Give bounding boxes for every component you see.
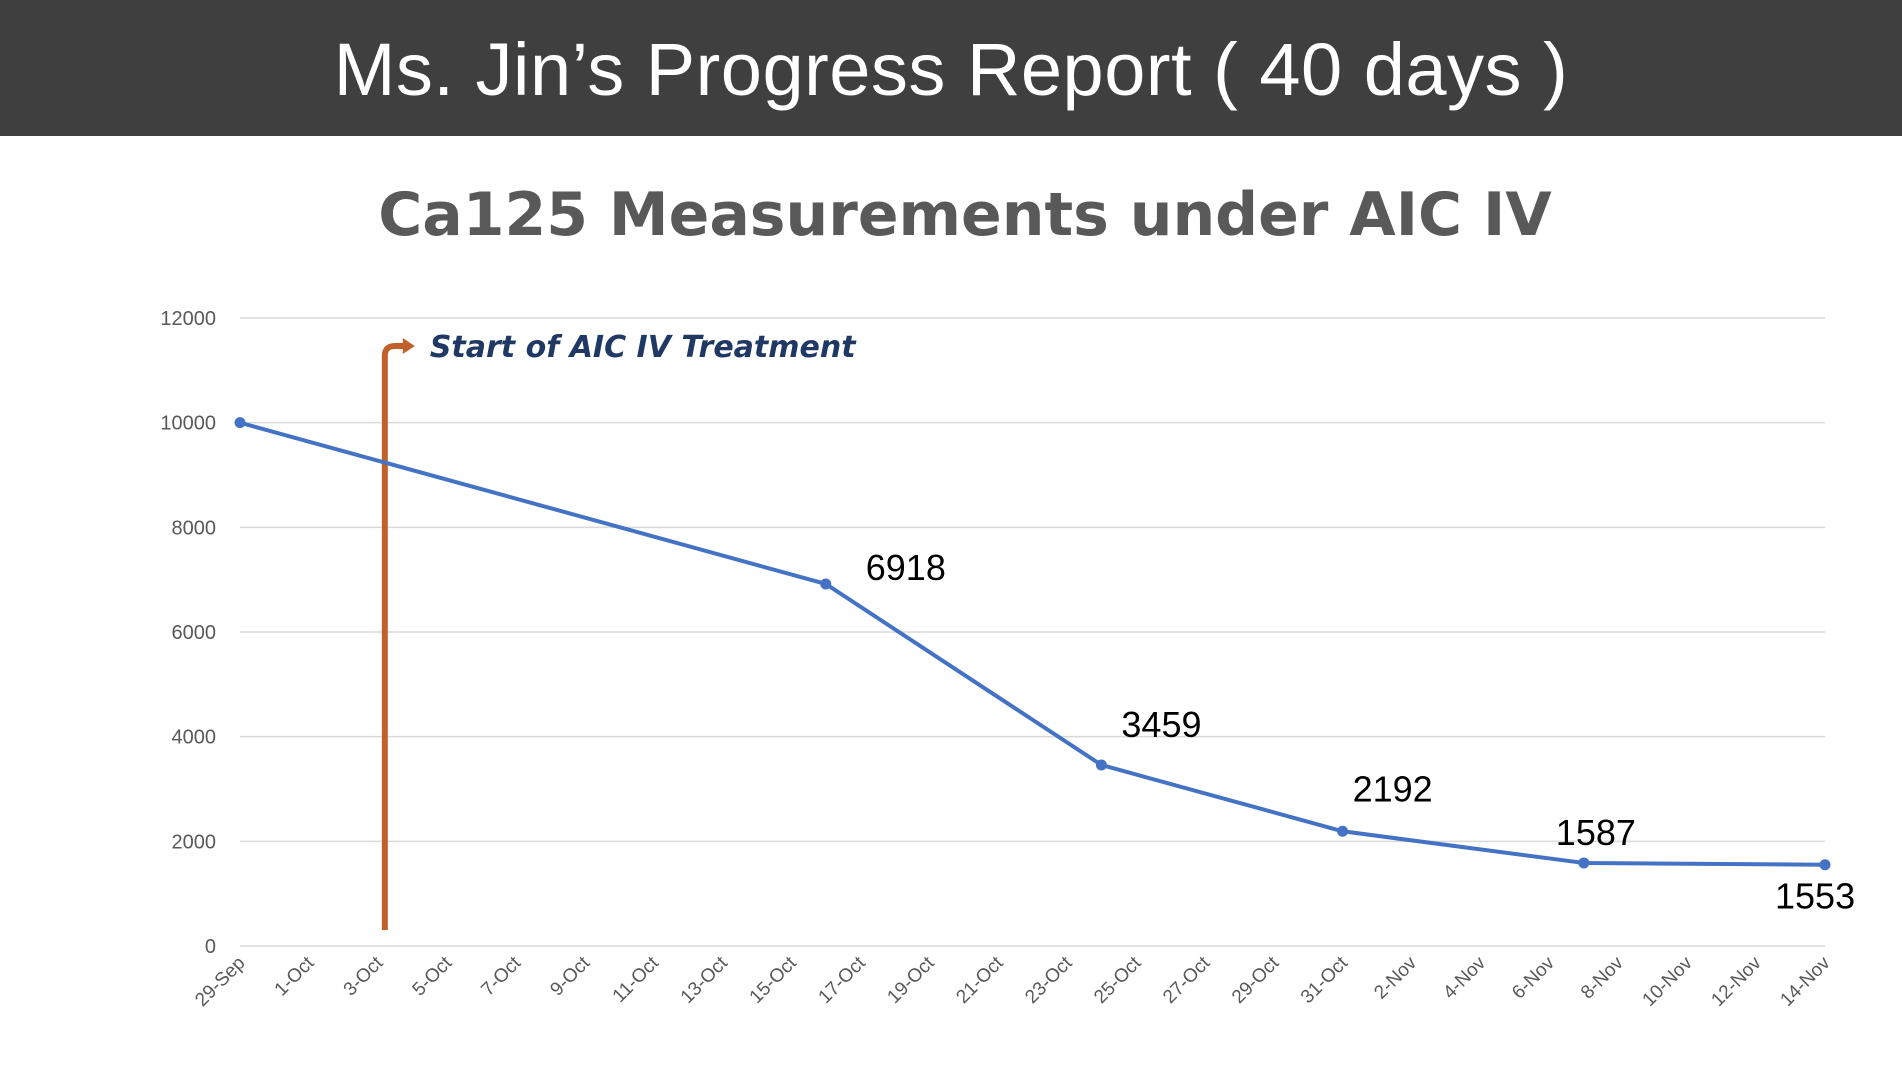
x-tick-label: 8-Nov	[1577, 952, 1628, 1003]
treatment-start-arrow	[381, 343, 405, 930]
treatment-arrow-head	[402, 338, 415, 354]
x-tick-label: 13-Oct	[677, 952, 733, 1008]
treatment-annotation: Start of AIC IV Treatment	[381, 330, 857, 930]
x-tick-label: 27-Oct	[1159, 952, 1215, 1008]
treatment-annotation-text: Start of AIC IV Treatment	[430, 330, 857, 365]
x-axis-ticks: 29-Sep 1-Oct 3-Oct 5-Oct 7-Oct 9-Oct 11-Oct 13-…	[191, 952, 1835, 1011]
data-label: 1553	[1775, 876, 1855, 917]
x-tick-label: 31-Oct	[1297, 952, 1353, 1008]
series-line	[239, 420, 1826, 867]
report-title: Ms. Jin’s Progress Report ( 40 days )	[333, 27, 1569, 111]
title-banner: Ms. Jin’s Progress Report ( 40 days )	[0, 0, 1902, 136]
x-tick-label: 14-Nov	[1776, 952, 1835, 1011]
data-point	[820, 578, 832, 590]
data-label: 1587	[1556, 812, 1636, 853]
x-tick-label: 19-Oct	[883, 952, 939, 1008]
x-tick-label: 5-Oct	[409, 952, 457, 1000]
y-tick-label: 6000	[172, 622, 217, 644]
data-point	[1819, 859, 1831, 871]
y-tick-label: 0	[205, 936, 216, 958]
chart-title: Ca125 Measurements under AIC IV	[378, 180, 1552, 250]
data-point	[234, 417, 246, 429]
x-tick-label: 3-Oct	[340, 952, 388, 1000]
data-point	[1337, 825, 1349, 837]
x-tick-label: 25-Oct	[1090, 952, 1146, 1008]
y-tick-label: 4000	[172, 727, 217, 749]
y-tick-label: 10000	[160, 413, 216, 435]
series-ca125	[234, 417, 1831, 871]
x-tick-label: 6-Nov	[1508, 952, 1559, 1003]
x-tick-label: 9-Oct	[546, 952, 594, 1000]
x-tick-label: 12-Nov	[1707, 952, 1766, 1011]
y-tick-label: 8000	[172, 517, 217, 539]
y-tick-label: 2000	[172, 831, 217, 853]
data-label: 6918	[866, 547, 946, 588]
x-tick-label: 2-Nov	[1370, 952, 1421, 1003]
x-tick-label: 21-Oct	[952, 952, 1008, 1008]
x-tick-label: 7-Oct	[477, 952, 525, 1000]
data-point	[1095, 759, 1107, 771]
y-tick-label: 12000	[160, 308, 216, 330]
data-point	[1578, 857, 1590, 869]
x-tick-label: 1-Oct	[271, 952, 319, 1000]
x-tick-label: 23-Oct	[1021, 952, 1077, 1008]
data-labels: 6918 3459 2192 1587 1553	[866, 547, 1855, 917]
x-tick-label: 11-Oct	[609, 952, 664, 1007]
x-tick-label: 29-Sep	[191, 953, 249, 1011]
x-tick-label: 15-Oct	[746, 952, 802, 1008]
x-tick-label: 10-Nov	[1639, 952, 1698, 1011]
x-tick-label: 17-Oct	[815, 952, 871, 1008]
x-tick-label: 4-Nov	[1439, 952, 1490, 1003]
data-label: 3459	[1121, 704, 1201, 745]
x-tick-label: 29-Oct	[1228, 952, 1284, 1008]
y-axis-ticks: 0 2000 4000 6000 8000 10000 12000	[160, 308, 216, 958]
data-label: 2192	[1353, 768, 1433, 809]
gridlines	[240, 317, 1825, 947]
